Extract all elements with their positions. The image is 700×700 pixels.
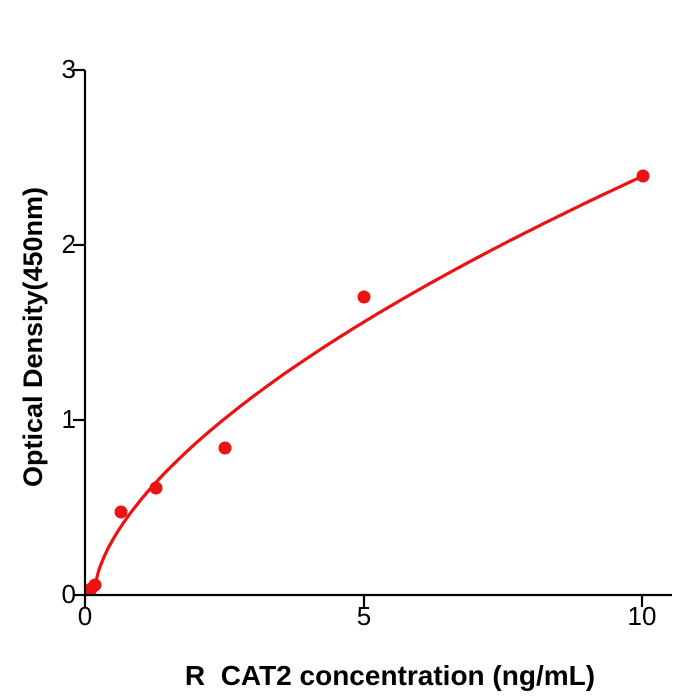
- svg-text:0: 0: [78, 601, 92, 631]
- svg-text:3: 3: [62, 54, 76, 84]
- svg-text:2: 2: [62, 229, 76, 259]
- svg-text:5: 5: [357, 601, 371, 631]
- svg-text:1: 1: [62, 404, 76, 434]
- svg-text:0: 0: [62, 579, 76, 609]
- svg-text:10: 10: [628, 601, 657, 631]
